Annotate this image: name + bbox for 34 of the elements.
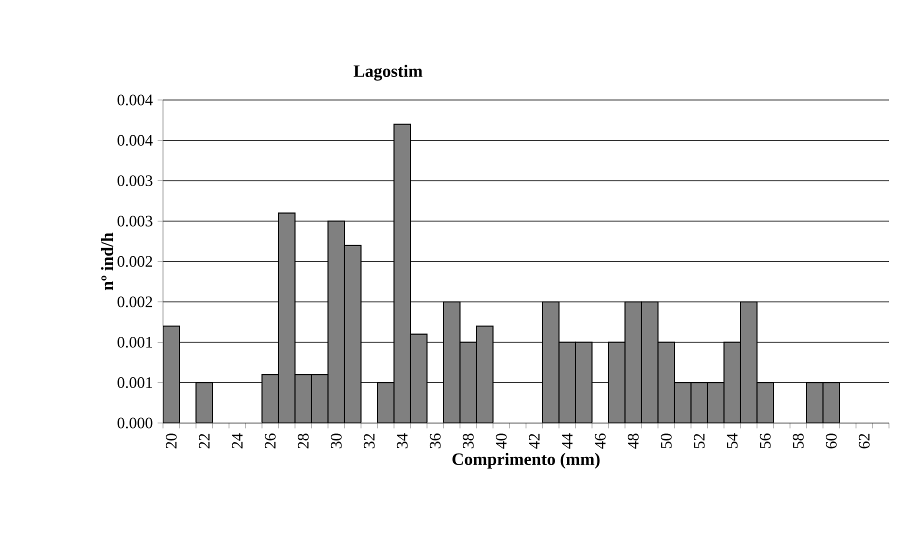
x-axis-title: Comprimento (mm) bbox=[452, 452, 600, 469]
y-axis-title: nº ind/h bbox=[100, 232, 114, 290]
x-tick-label: 36 bbox=[430, 434, 441, 448]
x-tick-label: 40 bbox=[496, 434, 507, 449]
y-tick-label: 0.000 bbox=[118, 418, 152, 428]
chart-title: Lagostim bbox=[354, 64, 422, 81]
x-tick-label: 22 bbox=[198, 434, 210, 448]
x-tick-label: 52 bbox=[694, 434, 705, 448]
y-tick-label: 0.002 bbox=[118, 256, 152, 267]
x-tick-label: 56 bbox=[760, 434, 771, 448]
y-tick-label: 0.004 bbox=[118, 94, 153, 106]
x-tick-label: 24 bbox=[232, 433, 243, 448]
y-tick-label: 0.003 bbox=[118, 175, 152, 186]
x-tick-label: 48 bbox=[628, 434, 639, 449]
x-tick-label: 26 bbox=[264, 434, 276, 448]
y-tick-label: 0.001 bbox=[118, 377, 152, 388]
x-tick-label: 44 bbox=[562, 433, 573, 449]
y-tick-label: 0.002 bbox=[118, 296, 152, 308]
x-tick-label: 28 bbox=[298, 434, 309, 448]
x-tick-label: 20 bbox=[166, 434, 177, 448]
x-tick-label: 32 bbox=[364, 434, 375, 448]
x-tick-label: 50 bbox=[660, 434, 672, 448]
x-tick-label: 30 bbox=[330, 434, 342, 448]
y-tick-label: 0.001 bbox=[118, 336, 152, 348]
x-tick-label: 34 bbox=[396, 433, 408, 448]
x-tick-label: 42 bbox=[528, 434, 540, 449]
x-tick-label: 58 bbox=[792, 434, 804, 448]
x-tick-label: 38 bbox=[462, 434, 474, 448]
x-tick-label: 46 bbox=[594, 434, 606, 449]
y-tick-label: 0.004 bbox=[118, 134, 153, 146]
y-tick-label: 0.003 bbox=[118, 216, 152, 227]
x-tick-label: 54 bbox=[726, 433, 738, 448]
x-tick-label: 62 bbox=[858, 434, 870, 448]
x-tick-label: 60 bbox=[826, 434, 837, 448]
